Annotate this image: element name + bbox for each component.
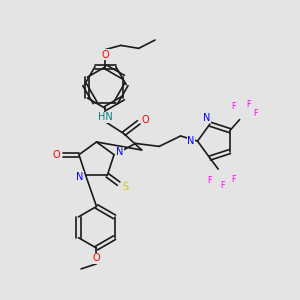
Text: O: O	[141, 115, 149, 125]
Text: O: O	[52, 150, 60, 160]
Text: F: F	[231, 102, 236, 111]
Text: O: O	[102, 50, 109, 60]
Text: F: F	[246, 100, 251, 109]
Text: F: F	[254, 109, 258, 118]
Text: O: O	[93, 254, 100, 263]
Text: F: F	[220, 181, 225, 190]
Text: F: F	[208, 176, 212, 185]
Text: N: N	[116, 147, 124, 157]
Text: N: N	[76, 172, 83, 182]
Text: HN: HN	[98, 112, 113, 122]
Text: N: N	[187, 136, 195, 146]
Text: N: N	[203, 112, 211, 123]
Text: F: F	[231, 175, 236, 184]
Text: S: S	[122, 182, 128, 192]
